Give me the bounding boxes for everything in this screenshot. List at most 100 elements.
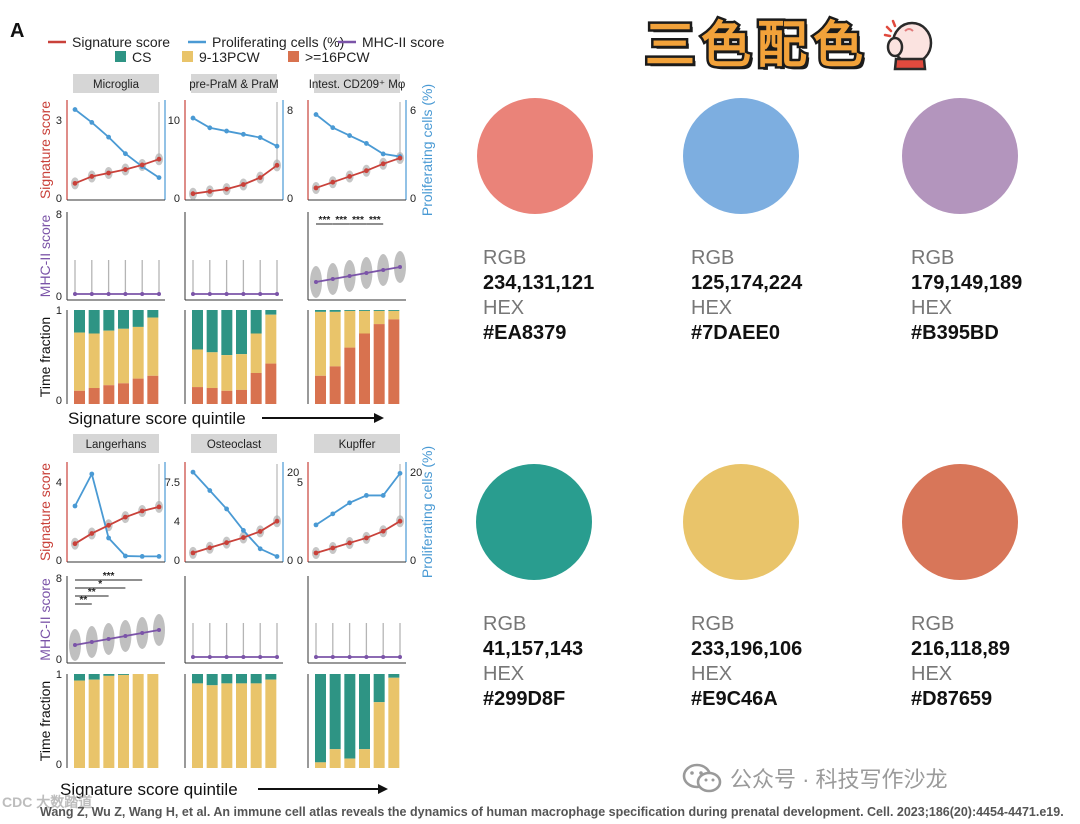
prolif-point xyxy=(72,503,78,509)
panel-title-box xyxy=(73,434,159,453)
sig-point xyxy=(123,167,128,172)
mhc-point xyxy=(347,655,352,659)
mhc-point xyxy=(258,292,263,296)
prolif-point xyxy=(397,470,403,476)
bar-segment-cs xyxy=(373,674,385,703)
bar-segment-cs xyxy=(74,674,85,681)
prolif-point xyxy=(330,125,336,131)
prolif-point xyxy=(123,553,128,559)
sig-line xyxy=(315,520,401,554)
mhc-point xyxy=(275,292,279,296)
mhc-point xyxy=(398,265,402,269)
y-axis-label: Proliferating cells (%) xyxy=(419,84,435,216)
bar-segment-late xyxy=(250,372,262,404)
bar-segment-mid xyxy=(132,326,144,379)
sig-point xyxy=(347,174,352,179)
bar-segment-cs xyxy=(221,674,233,684)
bar-segment-cs xyxy=(359,674,370,750)
mhc-point xyxy=(347,274,352,278)
tick-label: 0 xyxy=(287,555,293,567)
tick-label: 10 xyxy=(168,115,180,127)
bar-segment-cs xyxy=(206,674,218,686)
tick-label: 6 xyxy=(410,105,416,117)
legend-label: Proliferating cells (%) xyxy=(212,34,344,50)
rgb-label: RGB xyxy=(911,247,955,269)
hex-label: HEX xyxy=(691,297,733,319)
sig-point xyxy=(274,162,280,168)
tick-label: 20 xyxy=(410,467,422,479)
mhc-point xyxy=(381,655,386,659)
swatch-circle xyxy=(476,464,592,580)
mhc-point xyxy=(157,628,161,632)
tick-label: 0 xyxy=(56,291,62,303)
sig-point xyxy=(330,545,336,551)
bar-segment-mid xyxy=(206,352,218,389)
bar-segment-late xyxy=(373,324,385,404)
bar-segment-cs xyxy=(103,674,115,676)
bar-segment-cs xyxy=(329,674,341,750)
prolif-point xyxy=(224,128,230,134)
sig-line xyxy=(192,520,278,554)
sig-point xyxy=(89,531,95,536)
legend-label: MHC-II score xyxy=(362,34,445,50)
sig-point xyxy=(347,540,352,546)
panel-title: pre-PraM & PraM xyxy=(189,79,278,91)
bar-segment-cs xyxy=(359,310,370,311)
significance-stars: *** xyxy=(103,571,115,582)
mhc-point xyxy=(364,655,369,659)
tick-label: 8 xyxy=(56,573,62,585)
y-axis-label: Signature score xyxy=(37,463,53,561)
bar-segment-cs xyxy=(265,674,277,680)
tick-label: 3 xyxy=(56,115,62,127)
bar-segment-mid xyxy=(103,675,115,768)
bar-segment-cs xyxy=(74,310,85,333)
mhc-point xyxy=(241,292,246,296)
bar-segment-cs xyxy=(344,674,356,759)
mhc-point xyxy=(207,292,212,296)
prolif-point xyxy=(313,522,319,528)
prolif-point xyxy=(241,528,246,533)
bar-segment-late xyxy=(221,390,233,404)
bar-segment-mid xyxy=(344,310,356,348)
sig-point xyxy=(106,170,111,176)
prolif-point xyxy=(190,115,196,121)
sig-point xyxy=(257,175,263,181)
sig-point xyxy=(330,179,336,185)
bar-segment-cs xyxy=(315,674,326,763)
bar-segment-cs xyxy=(236,674,247,684)
tick-label: 0 xyxy=(56,555,62,567)
bar-segment-mid xyxy=(192,683,203,768)
x-axis-label: Signature score quintile xyxy=(60,780,238,799)
panel-letter: A xyxy=(10,20,24,42)
prolif-point xyxy=(347,500,352,506)
swatch-circle xyxy=(902,464,1018,580)
sig-point xyxy=(313,550,319,556)
sig-point xyxy=(224,540,230,546)
bar-segment-late xyxy=(132,378,144,404)
sig-point xyxy=(190,191,196,197)
panel-title: Langerhans xyxy=(86,439,147,451)
bar-segment-mid xyxy=(147,674,159,768)
bar-segment-mid xyxy=(373,310,385,325)
hex-value: #B395BD xyxy=(911,322,999,344)
bar-segment-mid xyxy=(344,758,356,768)
bar-segment-late xyxy=(118,383,129,404)
prolif-point xyxy=(380,151,386,157)
legend-box-swatch xyxy=(288,51,299,62)
bar-segment-cs xyxy=(329,310,341,312)
bar-segment-late xyxy=(103,385,115,404)
bar-segment-cs xyxy=(88,310,100,334)
panel-title-box xyxy=(73,74,159,93)
significance-stars: ** xyxy=(88,587,96,598)
mhc-line xyxy=(315,266,401,283)
bar-segment-mid xyxy=(88,333,100,389)
color-info: RGB 41,157,143 HEX #299D8F xyxy=(483,612,663,712)
mhc-point xyxy=(106,292,111,296)
bar-segment-mid xyxy=(206,685,218,768)
prolif-point xyxy=(207,125,213,131)
bar-segment-cs xyxy=(118,310,129,329)
mhc-point xyxy=(191,655,195,659)
bar-segment-mid xyxy=(315,762,326,768)
bar-segment-cs xyxy=(388,674,400,678)
mhc-point xyxy=(241,655,246,659)
